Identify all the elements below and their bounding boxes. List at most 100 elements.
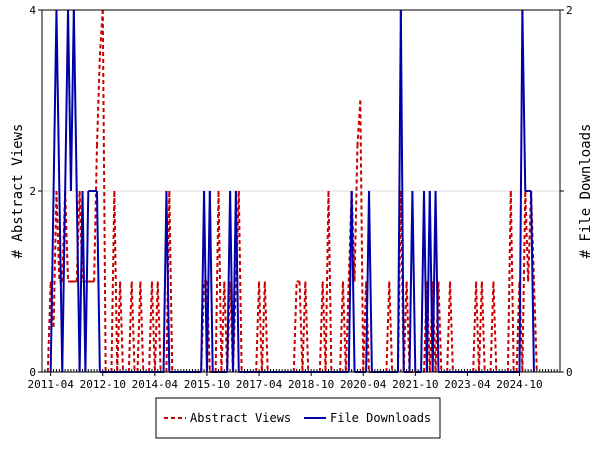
- series-segment: [521, 9, 527, 192]
- series-segment: [359, 100, 365, 373]
- series-segment: [208, 190, 214, 373]
- series-segment: [220, 281, 226, 373]
- left-y-axis-label: # Abstract Views: [10, 124, 26, 259]
- series-segment: [55, 9, 61, 192]
- series-segment: [301, 281, 307, 373]
- series-segment: [223, 281, 229, 373]
- series-segment: [148, 281, 153, 373]
- legend: Abstract Views File Downloads: [155, 397, 441, 439]
- right-y-tick-label: 0: [566, 366, 573, 379]
- series-segment: [472, 281, 478, 373]
- series-segment: [119, 281, 125, 373]
- x-tick-label: 2023-04: [444, 378, 491, 391]
- series-segment: [72, 9, 78, 192]
- x-tick-label: 2017-04: [236, 378, 283, 391]
- series-segment: [93, 145, 98, 282]
- series-segment: [353, 145, 359, 282]
- x-tick-label: 2020-04: [340, 378, 387, 391]
- series-segment: [341, 281, 347, 373]
- legend-file-downloads-label: File Downloads: [330, 411, 431, 425]
- series-segment: [411, 190, 417, 373]
- series-segment: [489, 281, 495, 373]
- x-tick-label: 2018-10: [288, 378, 334, 391]
- series-segment: [385, 281, 391, 373]
- x-tick-label: 2012-10: [80, 378, 126, 391]
- x-tick-label: 2024-10: [496, 378, 542, 391]
- series-segment: [116, 281, 122, 373]
- series-segment: [237, 190, 243, 373]
- series-segment: [388, 281, 394, 373]
- series-segment: [139, 281, 145, 373]
- legend-abstract-views-label: Abstract Views: [190, 411, 291, 425]
- series-segment: [153, 281, 159, 373]
- series-segment: [434, 190, 440, 373]
- series-segment: [437, 281, 443, 373]
- series-segment: [477, 281, 483, 373]
- series-segment: [130, 281, 136, 373]
- series-segment: [399, 9, 405, 373]
- series-segment: [260, 281, 266, 373]
- x-tick-label: 2015-10: [184, 378, 230, 391]
- series-segment: [524, 190, 530, 282]
- series-segment: [136, 281, 142, 373]
- series-segment: [263, 281, 269, 373]
- series-segment: [304, 281, 310, 373]
- series-segment: [321, 281, 327, 373]
- left-y-tick-label: 2: [29, 185, 36, 198]
- file-downloads-series: [49, 9, 535, 373]
- series-segment: [509, 190, 515, 373]
- x-axis-tick-labels: 2011-04 2012-10 2014-04 2015-10 2017-04 2018-…: [28, 378, 543, 391]
- series-segment: [339, 281, 344, 373]
- series-segment: [168, 190, 174, 373]
- series-segment: [530, 190, 535, 373]
- left-y-tick-label: 0: [29, 366, 36, 379]
- right-y-tick-label: 2: [566, 4, 573, 17]
- series-segment: [344, 281, 350, 373]
- series-segment: [95, 190, 101, 373]
- series-segment: [521, 190, 527, 373]
- left-y-axis-ticks: 0 2 4: [29, 4, 42, 379]
- left-y-tick-label: 4: [29, 4, 36, 17]
- series-segment: [480, 281, 486, 373]
- series-segment: [46, 281, 52, 373]
- series-segment: [165, 190, 171, 373]
- series-segment: [127, 281, 133, 373]
- legend-box: [155, 397, 441, 439]
- series-segment: [217, 190, 223, 373]
- series-segment: [475, 281, 480, 373]
- series-segment: [150, 281, 156, 373]
- series-segment: [405, 281, 411, 373]
- series-segment: [101, 9, 107, 373]
- right-y-axis-label: # File Downloads: [578, 124, 594, 259]
- series-segment: [61, 190, 67, 373]
- series-segment: [95, 55, 101, 146]
- series-segment: [527, 190, 533, 282]
- series-segment: [258, 281, 263, 373]
- series-segment: [532, 281, 538, 373]
- plot-frame: [41, 9, 561, 373]
- series-segment: [255, 281, 261, 373]
- series-segment: [298, 281, 304, 373]
- x-tick-label: 2014-04: [132, 378, 179, 391]
- series-segment: [449, 281, 454, 373]
- series-segment: [292, 281, 298, 373]
- series-segment: [84, 190, 90, 373]
- series-segment: [492, 281, 498, 373]
- series-segment: [318, 281, 324, 373]
- right-y-axis-ticks: 02: [560, 4, 573, 379]
- x-tick-label: 2011-04: [28, 378, 75, 391]
- x-tick-label: 2021-10: [392, 378, 438, 391]
- series-segment: [49, 190, 55, 373]
- series-segment: [55, 190, 61, 282]
- series-segment: [446, 281, 452, 373]
- series-segment: [362, 281, 368, 373]
- series-segment: [156, 281, 162, 373]
- series-segment: [350, 190, 356, 373]
- series-segment: [113, 190, 119, 373]
- series-segment: [368, 190, 373, 373]
- series-segment: [327, 190, 333, 373]
- series-segment: [234, 190, 240, 373]
- series-segment: [52, 190, 58, 327]
- series-segment: [518, 9, 524, 373]
